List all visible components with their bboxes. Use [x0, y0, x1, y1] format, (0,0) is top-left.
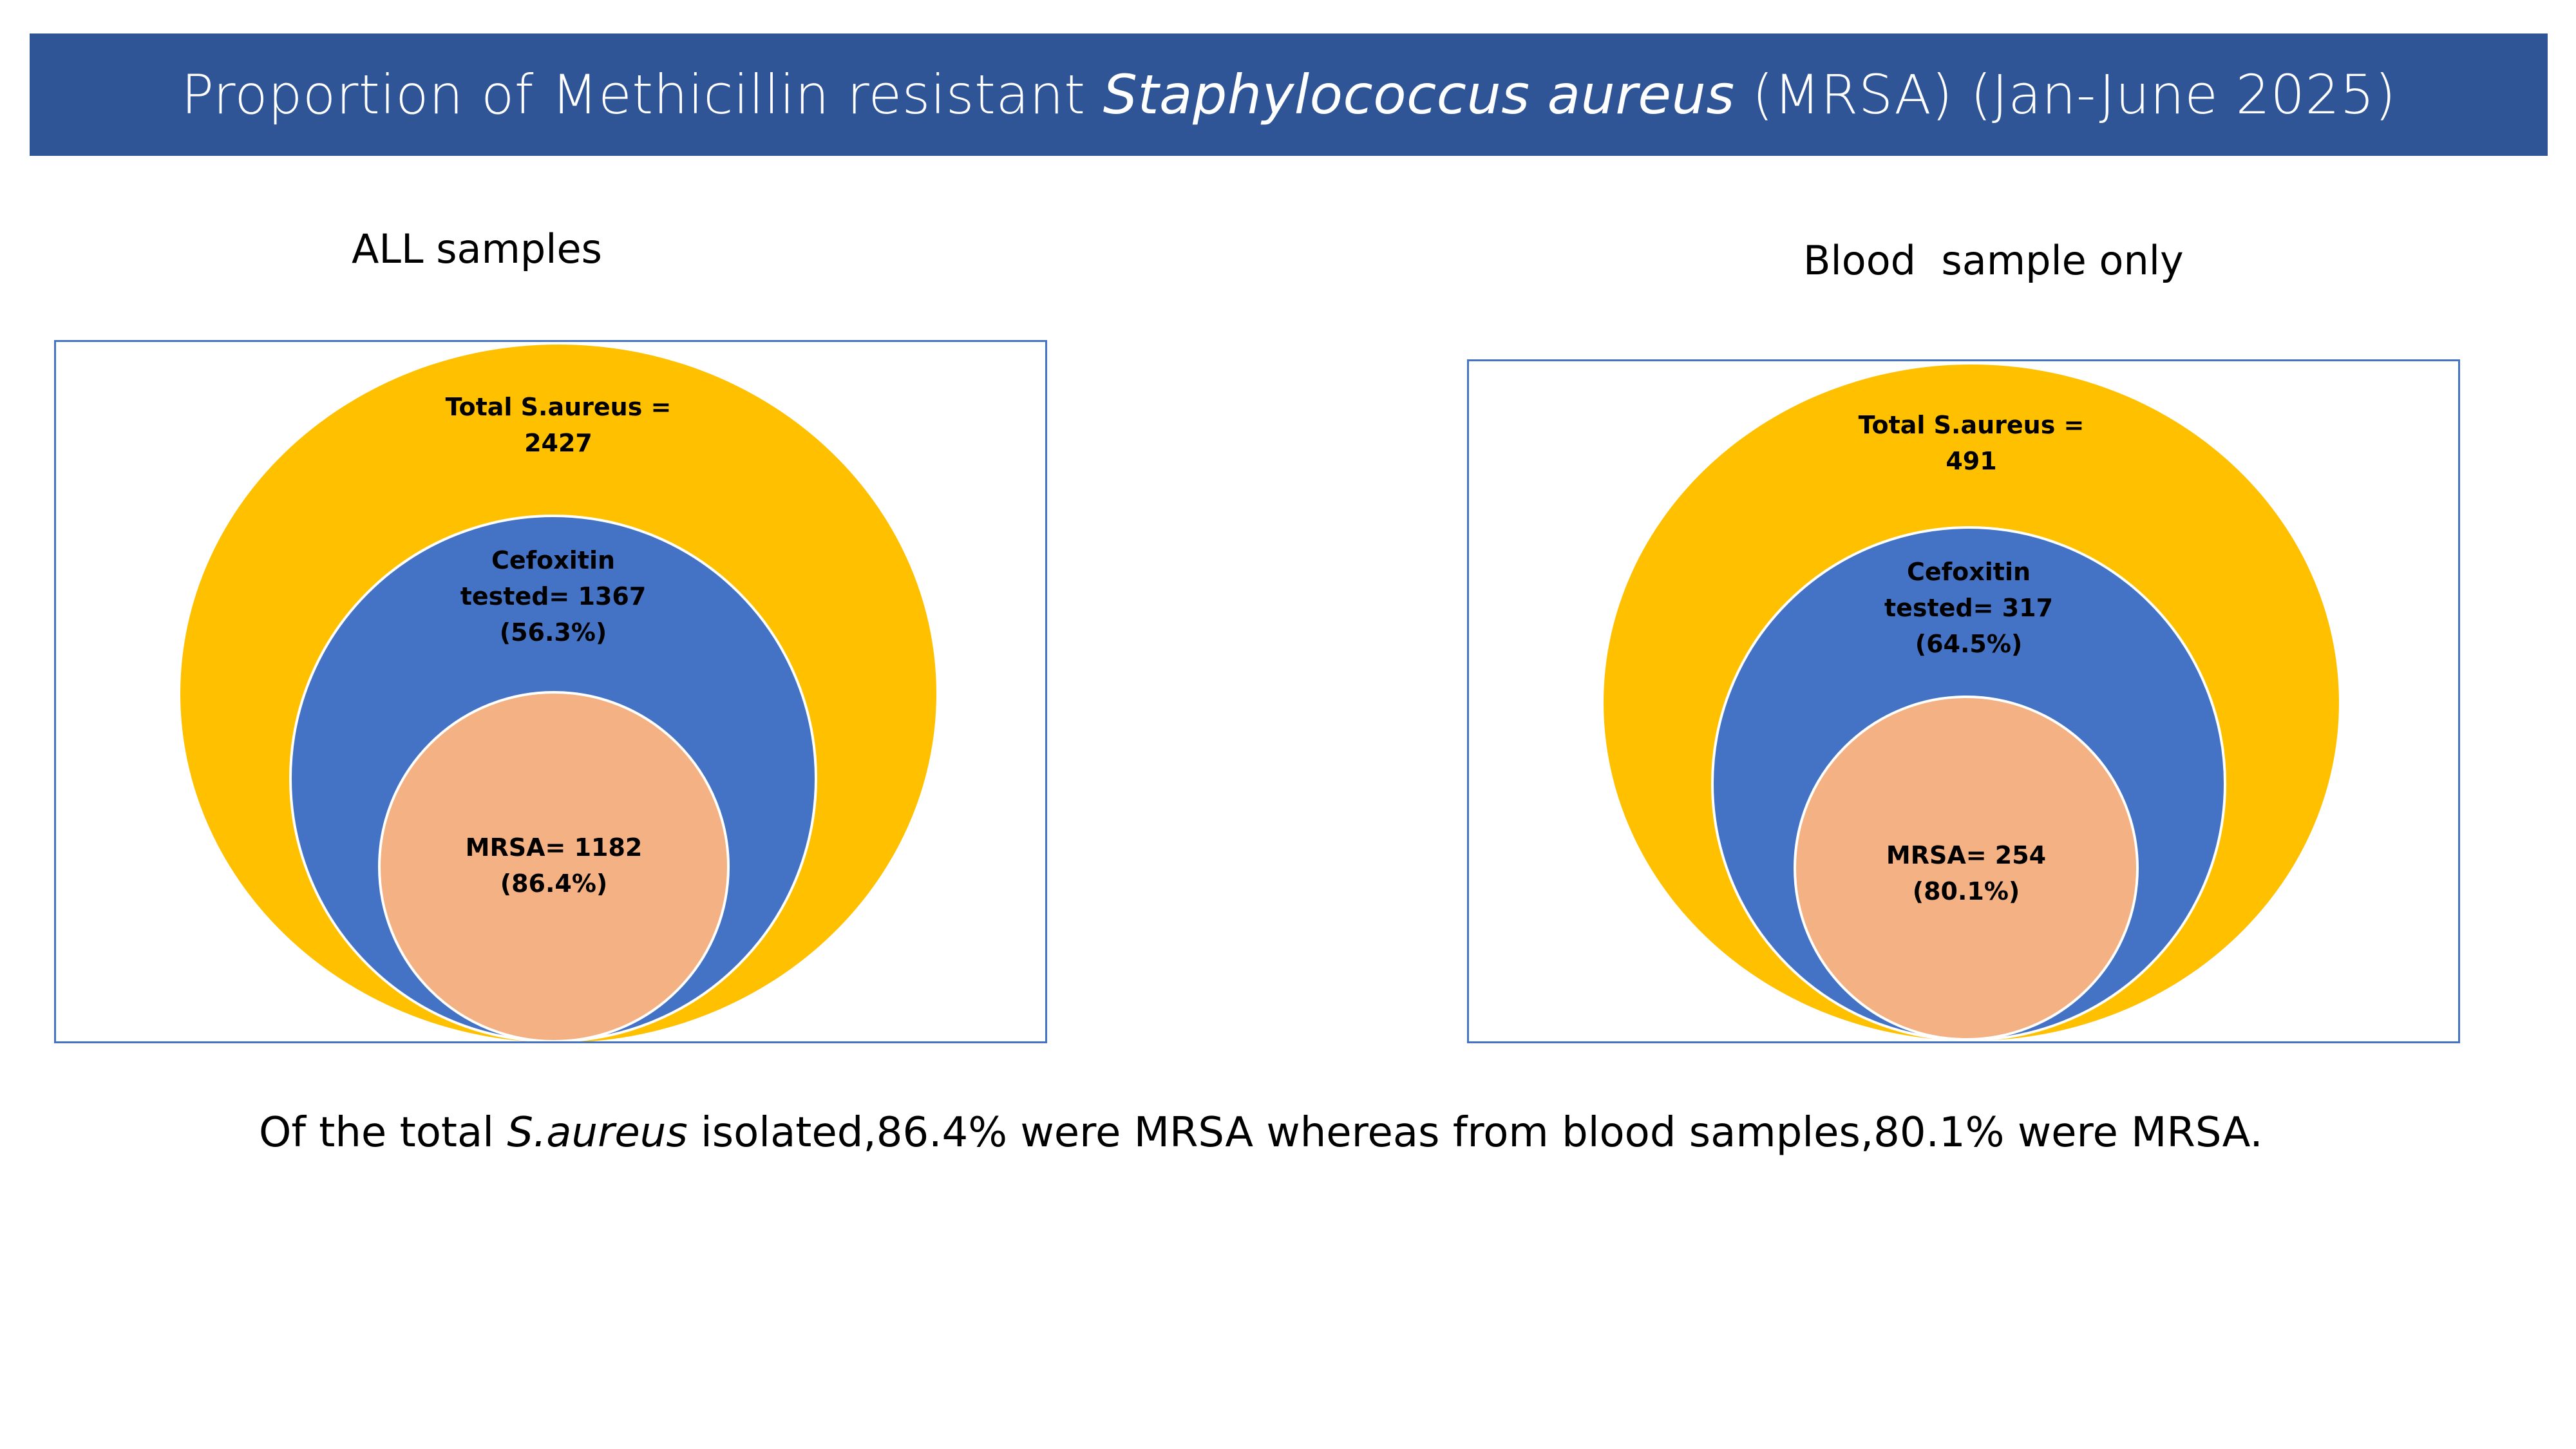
- middle-label-line1: Cefoxitin: [1907, 558, 2031, 586]
- panel-heading-all-samples: ALL samples: [352, 225, 602, 272]
- middle-label-line2: tested= 1367: [460, 582, 647, 611]
- title-prefix: Proportion of Methicillin resistant: [181, 63, 1103, 126]
- outer-label-line2: 2427: [524, 429, 592, 457]
- middle-label-line2: tested= 317: [1884, 594, 2053, 622]
- nested-circles-blood-samples: Total S.aureus = 491 Cefoxitin tested= 3…: [1604, 365, 2339, 1041]
- footnote-part2: isolated,86.4% were MRSA whereas from bl…: [687, 1109, 2263, 1157]
- panel-heading-blood-samples: Blood sample only: [1803, 237, 2184, 284]
- middle-label-line1: Cefoxitin: [491, 546, 615, 574]
- outer-label-line2: 491: [1946, 447, 1996, 475]
- nested-circles-all-samples: Total S.aureus = 2427 Cefoxitin tested= …: [180, 345, 936, 1041]
- outer-label-line1: Total S.aureus =: [1859, 411, 2085, 439]
- inner-label-line2: (86.4%): [500, 869, 608, 898]
- inner-label-line1: MRSA= 254: [1886, 841, 2046, 869]
- middle-label-line3: (64.5%): [1915, 630, 2023, 658]
- inner-circle-mrsa: [1794, 696, 2139, 1041]
- panel-all-samples: Total S.aureus = 2427 Cefoxitin tested= …: [54, 340, 1047, 1043]
- title-suffix: (MRSA) (Jan-June 2025): [1734, 63, 2396, 126]
- middle-label-line3: (56.3%): [500, 618, 607, 647]
- inner-label-line2: (80.1%): [1913, 877, 2020, 905]
- title-bar: Proportion of Methicillin resistant Stap…: [30, 33, 2548, 156]
- summary-footnote: Of the total S.aureus isolated,86.4% wer…: [259, 1109, 2263, 1157]
- footnote-organism: S.aureus: [507, 1109, 688, 1157]
- outer-label-line1: Total S.aureus =: [446, 393, 672, 421]
- inner-label-line1: MRSA= 1182: [466, 833, 643, 862]
- inner-circle-mrsa: [378, 691, 730, 1041]
- footnote-part1: Of the total: [259, 1109, 507, 1157]
- title-organism: Staphylococcus aureus: [1103, 63, 1735, 126]
- panel-blood-samples: Total S.aureus = 491 Cefoxitin tested= 3…: [1467, 359, 2460, 1043]
